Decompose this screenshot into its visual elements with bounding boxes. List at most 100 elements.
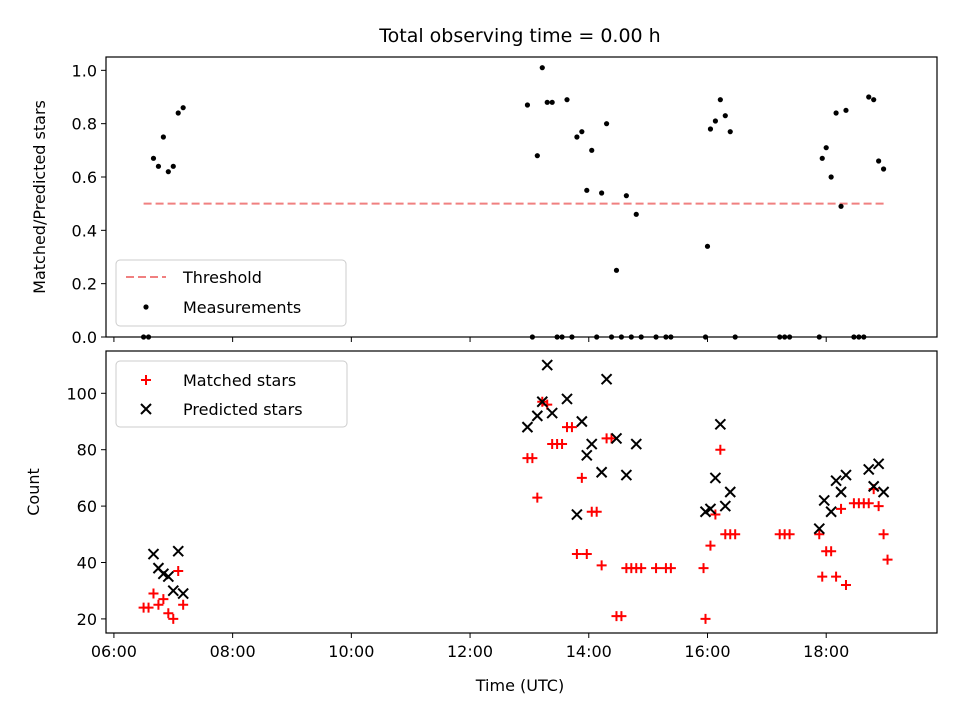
matched-star-point [698, 563, 709, 574]
predicted-star-point [825, 506, 837, 518]
matched-star-point [158, 594, 169, 605]
predicted-star-point [714, 418, 727, 431]
matched-star-point [576, 472, 587, 483]
x-axis-label: Time (UTC) [475, 676, 564, 695]
predicted-star-point [162, 570, 175, 583]
predicted-star-point [531, 410, 544, 422]
measurement-point [613, 267, 620, 273]
measurement-point [707, 126, 714, 132]
predicted-star-point [630, 438, 642, 450]
matched-star-point [710, 509, 721, 520]
matched-star-point [557, 439, 568, 450]
matched-star-point [878, 529, 889, 540]
matched-star-point [566, 422, 577, 433]
predicted-star-point [867, 480, 880, 493]
predicted-star-point [830, 475, 842, 487]
measurement-point [539, 65, 545, 71]
bottom-y-tick-label: 80 [77, 441, 97, 460]
matched-star-point [700, 613, 711, 624]
matched-star-point [651, 563, 662, 574]
top-y-tick-label: 0.0 [72, 328, 97, 347]
x-tick-label: 06:00 [91, 642, 137, 661]
legend-box [115, 360, 348, 428]
measurement-point [180, 105, 186, 111]
x-tick-label: 14:00 [566, 642, 612, 661]
measurement-point [727, 129, 733, 135]
measurement-point [876, 158, 882, 164]
measurement-point [524, 102, 531, 108]
legend-predicted-label: Predicted stars [183, 400, 303, 419]
measurement-point [170, 163, 176, 169]
measurement-point [833, 110, 839, 116]
measurement-point [574, 134, 580, 140]
matched-star-point [591, 506, 602, 517]
measurement-point [175, 110, 181, 116]
predicted-star-point [586, 438, 598, 450]
measurement-point [819, 155, 825, 161]
matched-star-point [863, 498, 874, 509]
legend-matched-label: Matched stars [183, 371, 296, 390]
bottom-y-tick-label: 60 [77, 497, 97, 516]
predicted-star-point [546, 407, 558, 419]
matched-star-point [178, 599, 189, 610]
matched-star-point [665, 563, 676, 574]
predicted-star-point [704, 503, 717, 515]
predicted-star-point [571, 508, 583, 521]
measurement-point [880, 166, 887, 172]
measurement-point [584, 187, 590, 193]
measurement-point [823, 145, 829, 151]
measurement-point [828, 174, 834, 180]
measurement-point [579, 129, 585, 135]
predicted-star-point [576, 415, 588, 428]
predicted-star-point [872, 458, 885, 470]
legend-predicted-swatch [140, 403, 152, 415]
measurement-point [717, 97, 723, 103]
matched-star-point [784, 529, 795, 540]
predicted-star-point [541, 359, 553, 371]
measurement-point [160, 134, 166, 140]
measurement-point [623, 193, 629, 199]
measurement-point [549, 99, 555, 105]
predicted-star-point [863, 463, 875, 476]
chart-title: Total observing time = 0.00 h [378, 25, 660, 47]
matched-star-point [840, 580, 851, 591]
measurement-point [564, 97, 570, 103]
measurement-point [866, 94, 872, 100]
matched-star-point [148, 588, 159, 599]
matched-star-point [836, 503, 847, 514]
measurement-point [633, 211, 639, 217]
legend-threshold-label: Threshold [182, 268, 262, 287]
measurement-point [599, 190, 605, 196]
predicted-star-point [840, 469, 852, 481]
measurement-point [712, 118, 719, 124]
x-tick-label: 08:00 [210, 642, 256, 661]
bottom-panel: 20 40 60 80 100 06:00 08:00 10:00 12:00 14:00 16:0… [24, 350, 938, 661]
predicted-star-point [610, 432, 623, 445]
measurement-point [838, 203, 844, 209]
top-y-tick-label: 0.2 [72, 275, 97, 294]
top-y-axis-label: Matched/Predicted stars [30, 100, 49, 294]
matched-star-point [715, 444, 726, 455]
matched-star-point [153, 599, 164, 610]
predicted-star-point [536, 396, 548, 408]
x-tick-label: 10:00 [328, 642, 374, 661]
matched-star-point [596, 560, 607, 571]
predicted-star-point [719, 500, 732, 512]
measurement-point [155, 163, 162, 169]
predicted-star-point [620, 469, 633, 481]
top-y-tick-label: 0.8 [72, 115, 97, 134]
measurement-point [150, 155, 157, 161]
matched-star-point [705, 540, 716, 551]
bottom-y-tick-label: 100 [66, 384, 97, 403]
top-panel: 0.0 0.2 0.4 0.6 0.8 1.0 Matched/Predicted star… [30, 56, 938, 347]
matched-star-point [817, 571, 828, 582]
measurement-point [843, 107, 849, 113]
matched-star-point [532, 492, 543, 503]
measurement-point [165, 169, 171, 175]
legend-measurements-swatch [143, 304, 149, 310]
predicted-star-point [561, 393, 573, 405]
measurement-point [603, 121, 610, 127]
measurement-point [704, 243, 711, 249]
predicted-star-point [581, 449, 593, 462]
